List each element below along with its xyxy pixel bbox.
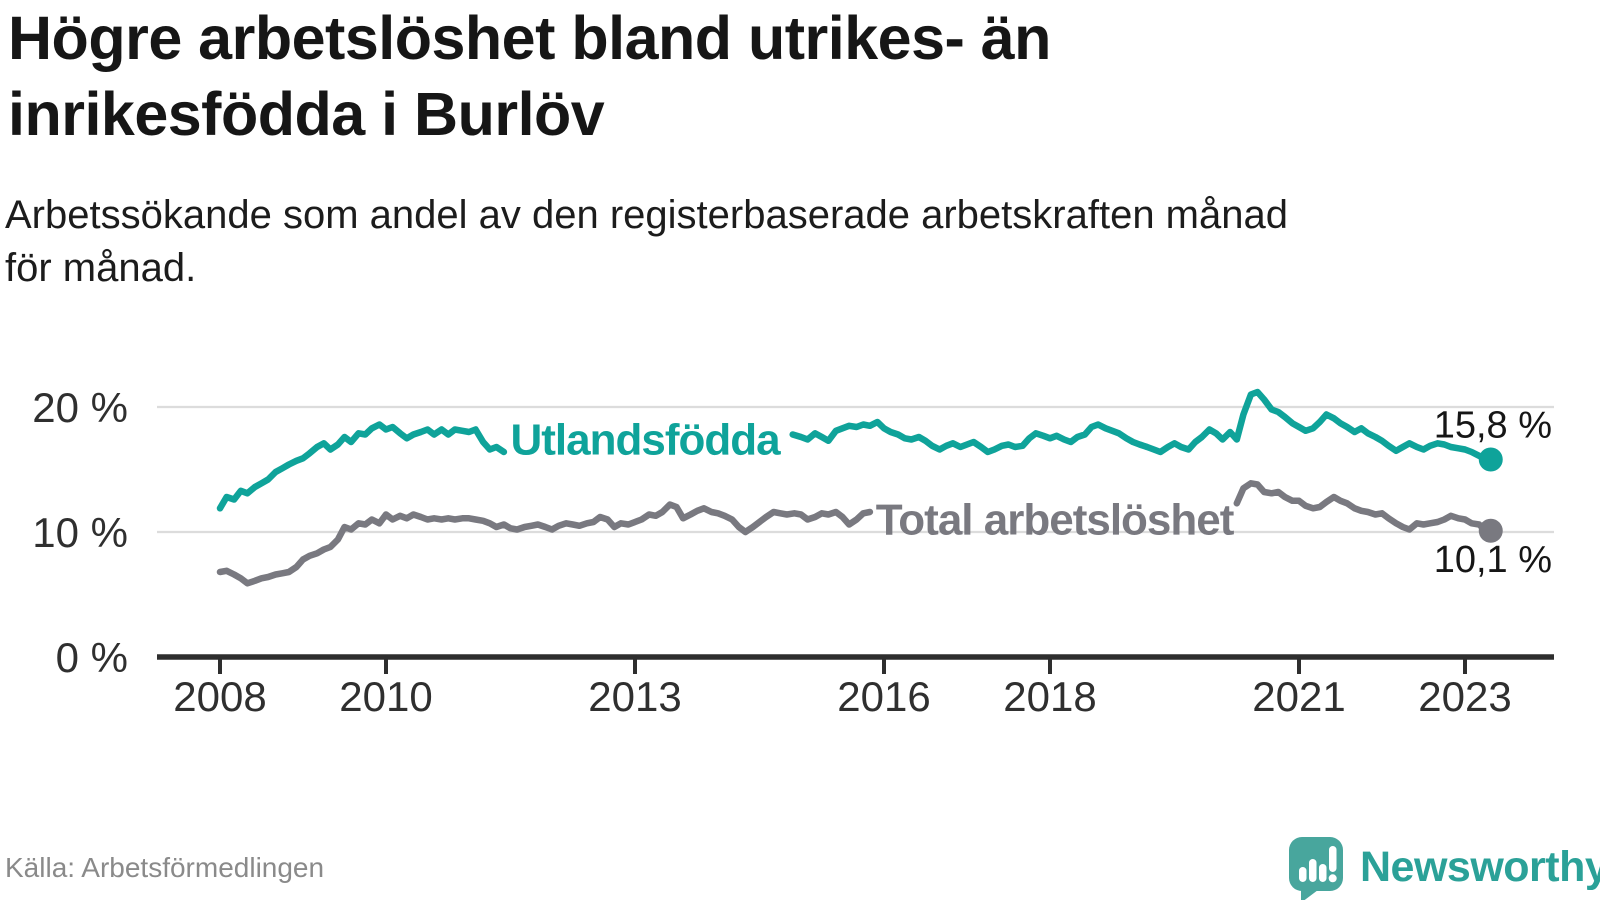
total-unemployment-line-end-value: 10,1 % [1434, 539, 1552, 581]
x-tick-label-2016: 2016 [837, 673, 930, 720]
y-tick-label-0: 0 % [56, 634, 128, 681]
x-tick-label-2013: 2013 [588, 673, 681, 720]
newsworthy-bubble-chart-icon [1289, 837, 1343, 900]
foreign-born-line-end-dot [1478, 447, 1503, 472]
y-tick-label-20: 20 % [32, 384, 128, 431]
foreign-born-line [789, 388, 1490, 463]
x-tick-label-2010: 2010 [339, 673, 432, 720]
total-unemployment-line [216, 501, 874, 587]
page-subtitle: Arbetssökande som andel av den registerb… [5, 193, 1288, 290]
x-tick-label-2023: 2023 [1418, 673, 1511, 720]
total-unemployment-line-end-dot [1478, 518, 1503, 543]
y-tick-label-10: 10 % [32, 509, 128, 556]
foreign-born-line [216, 421, 508, 512]
brand-name: Newsworthy [1360, 843, 1600, 891]
total-unemployment-line [1233, 480, 1490, 535]
x-tick-label-2021: 2021 [1252, 673, 1345, 720]
newsworthy-logo: Newsworthy [1288, 836, 1600, 900]
foreign-born-line-label: Utlandsfödda [511, 416, 782, 465]
source-label: Källa: Arbetsförmedlingen [5, 852, 325, 883]
page-title: Högre arbetslöshet bland utrikes- än inr… [8, 4, 1051, 148]
x-tick-label-2008: 2008 [173, 673, 266, 720]
x-tick-label-2018: 2018 [1003, 673, 1096, 720]
total-unemployment-line-label: Total arbetslöshet [876, 496, 1235, 545]
foreign-born-line-end-value: 15,8 % [1434, 405, 1552, 447]
